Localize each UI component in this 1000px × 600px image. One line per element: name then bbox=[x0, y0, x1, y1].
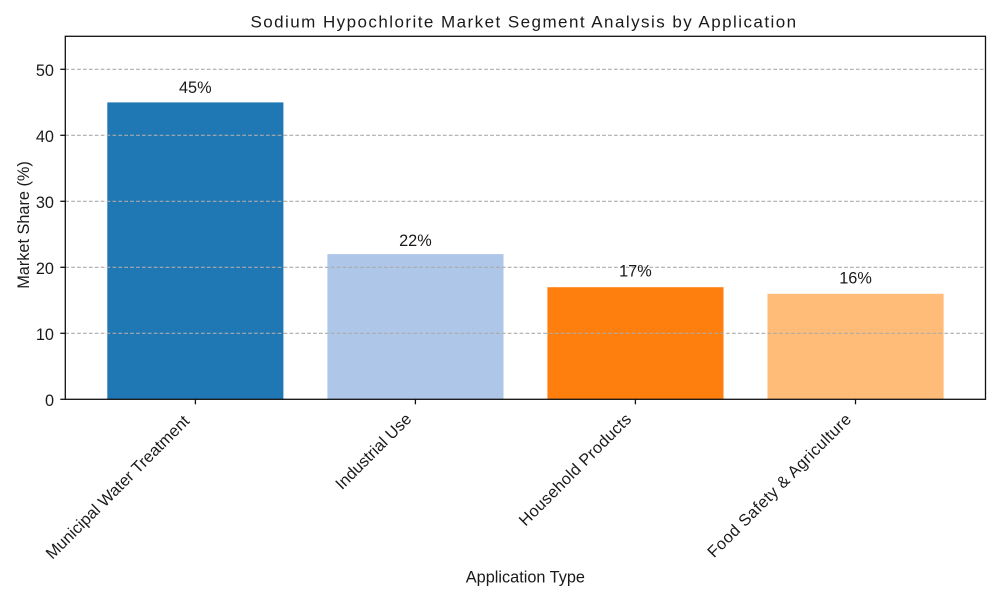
svg-text:16%: 16% bbox=[839, 270, 872, 288]
svg-text:40: 40 bbox=[36, 128, 54, 146]
svg-text:Market Share (%): Market Share (%) bbox=[15, 161, 33, 289]
svg-text:10: 10 bbox=[36, 326, 54, 344]
svg-text:Sodium Hypochlorite Market Seg: Sodium Hypochlorite Market Segment Analy… bbox=[250, 12, 797, 31]
svg-text:0: 0 bbox=[45, 392, 54, 410]
svg-text:45%: 45% bbox=[179, 79, 212, 97]
svg-text:30: 30 bbox=[36, 194, 54, 212]
svg-text:Application Type: Application Type bbox=[466, 569, 585, 587]
svg-text:20: 20 bbox=[36, 260, 54, 278]
svg-text:17%: 17% bbox=[619, 263, 652, 281]
svg-text:50: 50 bbox=[36, 62, 54, 80]
svg-text:22%: 22% bbox=[399, 232, 432, 250]
